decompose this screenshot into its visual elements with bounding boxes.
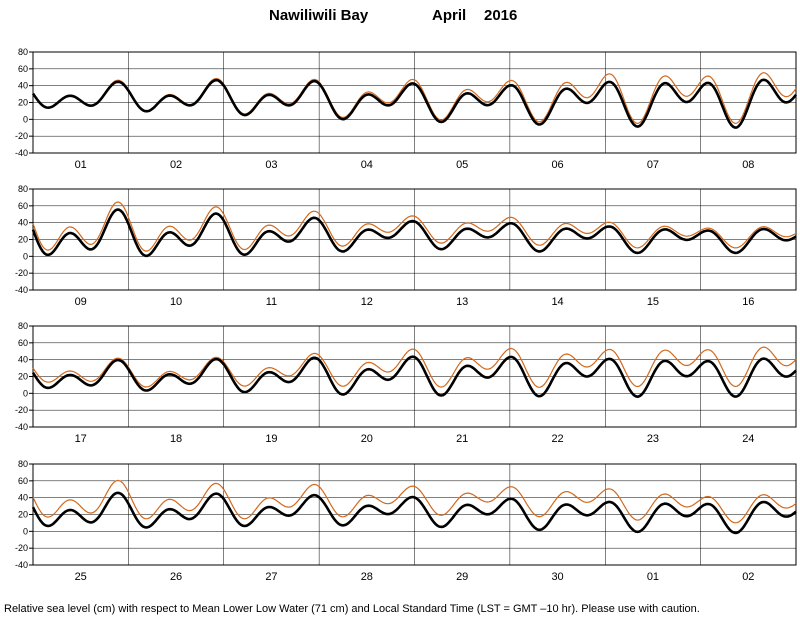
observed-series-line [31, 78, 798, 129]
y-tick-label: 60 [18, 338, 28, 348]
panel-3: 80 60 40 20 0 -20 -40 17 18 19 20 21 22 23 24 [15, 321, 797, 445]
y-tick-label: 20 [18, 510, 28, 520]
day-label: 19 [265, 433, 277, 445]
predicted-series-line [32, 346, 797, 388]
day-label: 09 [75, 296, 87, 308]
title-station: Nawiliwili Bay [269, 7, 369, 24]
y-tick-label: 40 [18, 81, 28, 91]
y-tick-label: 40 [18, 218, 28, 228]
predicted-series-line [32, 479, 797, 524]
day-label: 20 [361, 433, 373, 445]
day-label: 10 [170, 296, 182, 308]
y-tick-label: -20 [15, 405, 28, 415]
day-label: 07 [647, 159, 659, 171]
day-label: 26 [170, 571, 182, 583]
day-label: 21 [456, 433, 468, 445]
day-label: 04 [361, 159, 373, 171]
y-tick-label: -40 [15, 560, 28, 570]
y-tick-label: 80 [18, 459, 28, 469]
y-tick-label: 0 [23, 114, 28, 124]
day-label: 22 [551, 433, 563, 445]
y-tick-label: 80 [18, 47, 28, 57]
panel-4: 80 60 40 20 0 -20 -40 25 26 27 28 29 30 01 02 [15, 459, 797, 583]
day-label: 17 [75, 433, 87, 445]
y-tick-label: 20 [18, 372, 28, 382]
day-label: 29 [456, 571, 468, 583]
y-tick-label: 20 [18, 98, 28, 108]
observed-series-line [31, 491, 797, 535]
y-tick-label: 20 [18, 235, 28, 245]
title-year: 2016 [484, 7, 517, 24]
y-tick-label: 0 [23, 388, 28, 398]
day-label: 01 [75, 159, 87, 171]
day-label: 14 [551, 296, 563, 308]
y-tick-label: 40 [18, 493, 28, 503]
predicted-series-line [32, 201, 797, 252]
y-tick-label: -20 [15, 268, 28, 278]
day-label: 23 [647, 433, 659, 445]
day-label: 27 [265, 571, 277, 583]
y-tick-label: 40 [18, 355, 28, 365]
day-label: 24 [742, 433, 754, 445]
day-label: 03 [265, 159, 277, 171]
y-tick-label: -40 [15, 422, 28, 432]
y-tick-label: -40 [15, 285, 28, 295]
day-label: 12 [361, 296, 373, 308]
panel-2: 80 60 40 20 0 -20 -40 09 10 11 12 13 14 15 16 [15, 184, 797, 308]
y-tick-label: 60 [18, 476, 28, 486]
day-label: 11 [266, 296, 277, 308]
y-tick-label: -20 [15, 131, 28, 141]
observed-series-line [31, 355, 797, 398]
observed-series-line [31, 208, 797, 258]
panel-1: 80 60 40 20 0 -20 -40 01 02 03 04 05 06 07 08 [15, 47, 798, 171]
day-label: 02 [170, 159, 182, 171]
day-label: 30 [551, 571, 563, 583]
y-tick-label: 80 [18, 321, 28, 331]
day-label: 15 [647, 296, 659, 308]
day-label: 05 [456, 159, 468, 171]
day-label: 18 [170, 433, 182, 445]
day-label: 02 [742, 571, 754, 583]
day-label: 01 [647, 571, 659, 583]
day-label: 06 [551, 159, 563, 171]
day-label: 13 [456, 296, 468, 308]
y-tick-label: 0 [23, 251, 28, 261]
y-tick-label: 0 [23, 526, 28, 536]
footnote: Relative sea level (cm) with respect to … [4, 603, 700, 615]
y-tick-label: -20 [15, 543, 28, 553]
y-tick-label: -40 [15, 148, 28, 158]
day-label: 16 [742, 296, 754, 308]
day-label: 08 [742, 159, 754, 171]
title-month: April [432, 7, 466, 24]
y-tick-label: 60 [18, 201, 28, 211]
y-tick-label: 60 [18, 64, 28, 74]
y-tick-label: 80 [18, 184, 28, 194]
day-label: 25 [75, 571, 87, 583]
day-label: 28 [361, 571, 373, 583]
